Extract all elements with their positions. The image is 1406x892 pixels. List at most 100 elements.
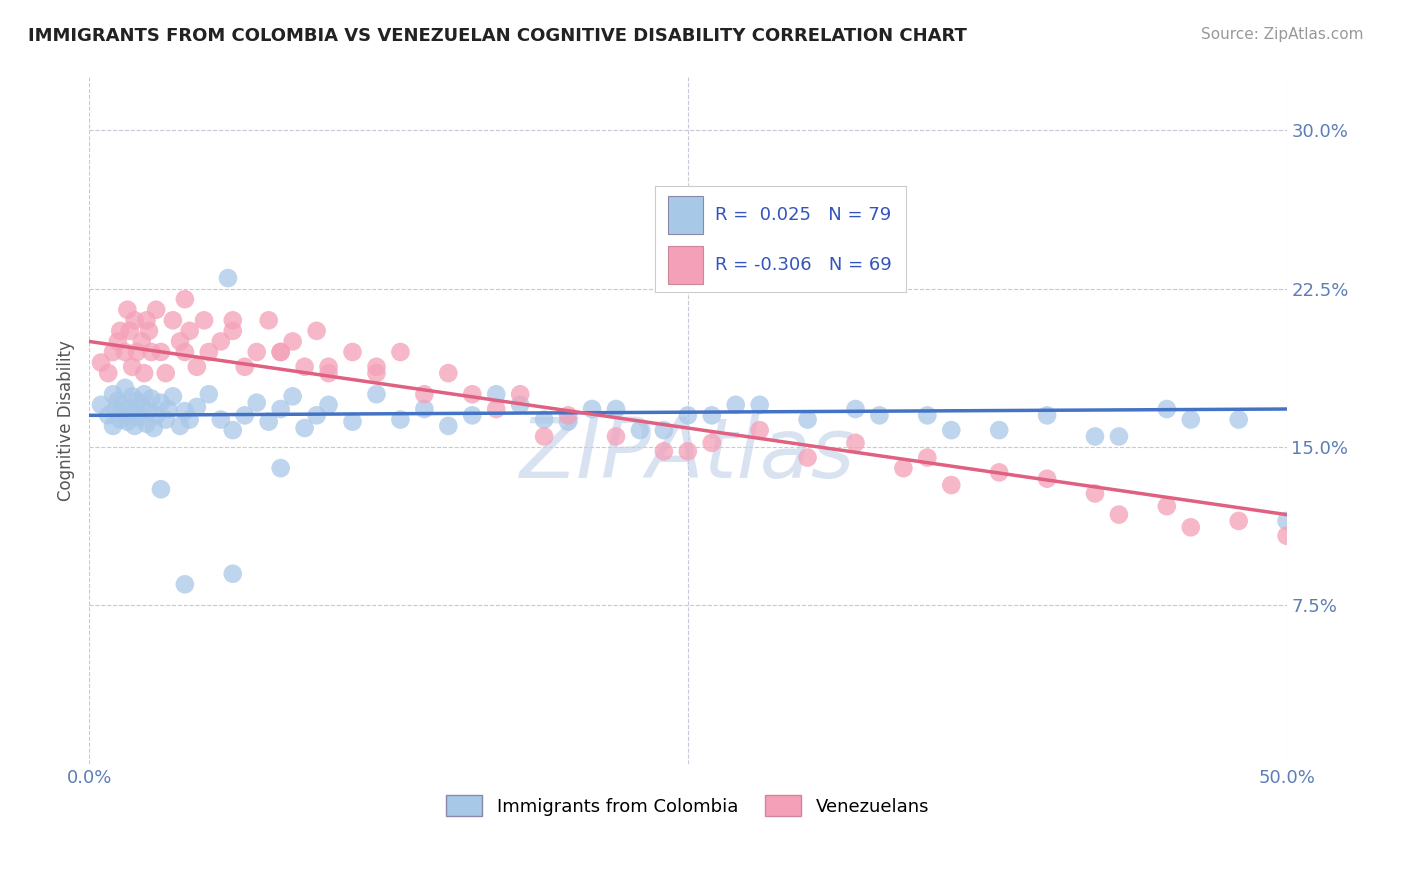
- Point: [108, 324, 131, 338]
- Point: [90, 398, 112, 412]
- Point: [1227, 514, 1250, 528]
- Point: [173, 345, 195, 359]
- Point: [114, 381, 136, 395]
- Point: [169, 418, 191, 433]
- Point: [90, 355, 112, 369]
- Point: [318, 398, 340, 412]
- Point: [270, 345, 292, 359]
- Point: [209, 412, 232, 426]
- Point: [101, 345, 124, 359]
- Point: [305, 324, 328, 338]
- Point: [257, 313, 280, 327]
- Point: [1156, 499, 1178, 513]
- Y-axis label: Cognitive Disability: Cognitive Disability: [58, 340, 75, 501]
- Point: [413, 387, 436, 401]
- Point: [124, 418, 146, 433]
- Point: [652, 423, 675, 437]
- Point: [305, 409, 328, 423]
- Point: [141, 392, 163, 406]
- Point: [209, 334, 232, 349]
- Point: [169, 334, 191, 349]
- Point: [118, 402, 141, 417]
- Point: [173, 577, 195, 591]
- Point: [294, 421, 316, 435]
- Point: [533, 412, 555, 426]
- Point: [233, 359, 256, 374]
- Point: [121, 359, 143, 374]
- Point: [605, 402, 627, 417]
- Point: [509, 387, 531, 401]
- Point: [217, 271, 239, 285]
- Legend: Immigrants from Colombia, Venezuelans: Immigrants from Colombia, Venezuelans: [439, 789, 936, 823]
- Point: [128, 410, 150, 425]
- Point: [557, 415, 579, 429]
- Point: [117, 302, 139, 317]
- Point: [1084, 486, 1107, 500]
- Point: [270, 461, 292, 475]
- Point: [917, 409, 939, 423]
- Point: [117, 415, 139, 429]
- Point: [124, 313, 146, 327]
- Point: [748, 398, 770, 412]
- Point: [1036, 472, 1059, 486]
- Point: [131, 334, 153, 349]
- Point: [941, 423, 963, 437]
- Point: [270, 345, 292, 359]
- Point: [652, 444, 675, 458]
- Point: [134, 387, 156, 401]
- Point: [1108, 429, 1130, 443]
- Point: [246, 345, 269, 359]
- Point: [893, 461, 915, 475]
- Point: [1180, 412, 1202, 426]
- Point: [270, 402, 292, 417]
- Point: [1180, 520, 1202, 534]
- Point: [1036, 409, 1059, 423]
- Point: [1108, 508, 1130, 522]
- Point: [222, 324, 245, 338]
- Point: [173, 404, 195, 418]
- Point: [366, 359, 388, 374]
- Point: [461, 409, 484, 423]
- Text: Source: ZipAtlas.com: Source: ZipAtlas.com: [1201, 27, 1364, 42]
- Point: [233, 409, 256, 423]
- Point: [1227, 412, 1250, 426]
- Point: [149, 395, 172, 409]
- Point: [257, 415, 280, 429]
- Point: [342, 345, 364, 359]
- Point: [125, 393, 148, 408]
- Point: [138, 404, 160, 418]
- Point: [222, 566, 245, 581]
- Point: [222, 313, 245, 327]
- Point: [605, 429, 627, 443]
- Point: [294, 359, 316, 374]
- Point: [141, 345, 163, 359]
- Point: [104, 402, 127, 417]
- Point: [114, 409, 136, 423]
- Point: [796, 412, 818, 426]
- Point: [676, 444, 699, 458]
- Point: [342, 415, 364, 429]
- Point: [186, 400, 208, 414]
- Text: R =  0.025   N = 79: R = 0.025 N = 79: [716, 206, 891, 224]
- Point: [155, 366, 177, 380]
- Point: [281, 334, 304, 349]
- Point: [366, 366, 388, 380]
- Point: [557, 409, 579, 423]
- Point: [118, 324, 141, 338]
- Point: [135, 417, 157, 431]
- Point: [941, 478, 963, 492]
- Point: [1084, 429, 1107, 443]
- Point: [162, 389, 184, 403]
- Point: [485, 387, 508, 401]
- Point: [437, 366, 460, 380]
- Point: [131, 398, 153, 412]
- Point: [988, 466, 1011, 480]
- Point: [114, 345, 136, 359]
- Point: [318, 366, 340, 380]
- Point: [389, 412, 412, 426]
- Point: [366, 387, 388, 401]
- Point: [700, 435, 723, 450]
- Point: [509, 398, 531, 412]
- Point: [134, 366, 156, 380]
- Bar: [668, 245, 703, 284]
